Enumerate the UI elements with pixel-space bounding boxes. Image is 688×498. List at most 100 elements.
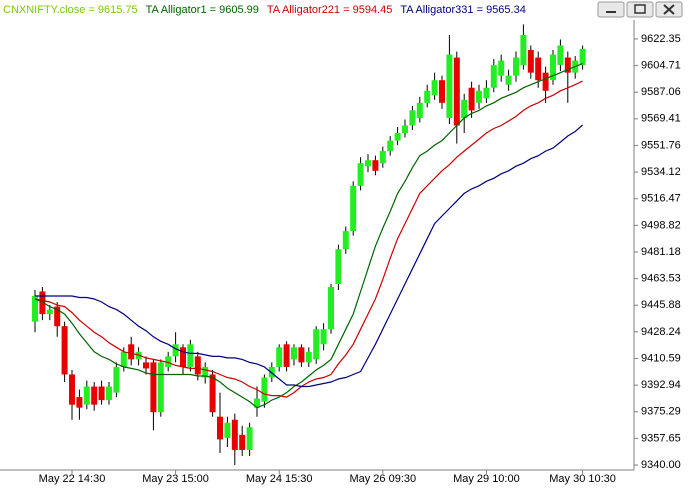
y-tick-label: 9622.35 (641, 33, 681, 45)
y-tick-label: 9463.53 (641, 273, 681, 285)
candle-body (431, 80, 438, 96)
candle-body (283, 344, 290, 367)
candle-body (350, 185, 357, 232)
indicator-line (35, 124, 583, 388)
candle-body (276, 347, 283, 367)
candle-body (402, 125, 408, 134)
candle-body (416, 102, 423, 118)
maximize-button[interactable] (626, 1, 654, 18)
candle-body (246, 427, 253, 450)
y-tick-label: 9375.29 (641, 406, 681, 418)
y-tick-label: 9445.88 (641, 299, 681, 311)
indicator-line (34, 63, 583, 409)
minimize-button[interactable] (597, 1, 625, 18)
candle-body (424, 90, 431, 103)
candle-body (202, 366, 209, 378)
y-tick-label: 9498.82 (641, 219, 681, 231)
candle-body (224, 422, 231, 438)
candle-body (209, 374, 216, 413)
candle-body (357, 163, 364, 186)
x-tick-label: May 30 10:30 (549, 473, 616, 485)
candle-body (335, 249, 342, 284)
candle-body (194, 356, 201, 375)
candle-body (54, 306, 61, 327)
x-tick-label: May 22 14:30 (39, 473, 106, 485)
candle-body (113, 366, 120, 393)
candle-body (483, 87, 490, 99)
candle-body (32, 296, 38, 322)
candle-body (409, 110, 416, 126)
candle-body (387, 140, 394, 152)
y-tick-label: 9516.47 (641, 193, 681, 205)
indicator-line (34, 80, 583, 398)
candle-body (439, 80, 445, 103)
candle-body (120, 351, 127, 367)
candle-body (468, 87, 475, 111)
legend-entry: CNXNIFTY.close = 9615.75 (3, 4, 138, 16)
y-tick-label: 9569.41 (641, 113, 681, 125)
candle-body (150, 362, 157, 413)
candle-body (379, 151, 386, 164)
candle-body (328, 286, 334, 330)
x-tick-label: May 24 15:30 (246, 473, 313, 485)
candle-body (298, 347, 305, 363)
candle-body (342, 231, 349, 250)
y-tick-label: 9410.59 (641, 352, 681, 364)
candle-body (231, 419, 238, 450)
legend-entry: TA Alligator221 = 9594.45 (267, 4, 392, 16)
y-tick-label: 9481.18 (641, 246, 681, 258)
candle-body (261, 377, 268, 402)
candle-body (461, 99, 468, 118)
candle-body (157, 362, 164, 413)
candle-body (498, 60, 505, 76)
candle-body (490, 65, 497, 88)
y-tick-label: 9428.24 (641, 326, 681, 338)
legend: CNXNIFTY.close = 9615.75 TA Alligator1 = … (3, 4, 526, 16)
candle-body (394, 133, 401, 141)
candle-body (69, 374, 75, 405)
y-tick-label: 9340.00 (641, 459, 681, 471)
candle-body (579, 48, 586, 66)
close-icon (663, 4, 675, 15)
candle-body (313, 329, 320, 360)
candles (32, 24, 586, 466)
candle-body (165, 356, 172, 367)
candle-body (505, 75, 512, 85)
candle-body (128, 344, 135, 360)
candle-body (453, 57, 460, 126)
y-tick-label: 9357.65 (641, 432, 681, 444)
y-tick-label: 9534.12 (641, 166, 681, 178)
x-tick-label: May 23 15:00 (142, 473, 209, 485)
candle-body (106, 386, 112, 401)
y-tick-label: 9604.71 (641, 59, 681, 71)
candle-body (372, 160, 379, 171)
candle-body (268, 366, 275, 378)
candle-body (98, 386, 105, 401)
candle-body (239, 434, 246, 450)
candle-body (46, 309, 53, 315)
candle-body (320, 329, 327, 345)
candle-body (76, 397, 83, 408)
candle-body (291, 347, 297, 360)
candle-body (365, 160, 371, 167)
candle-body (135, 351, 142, 360)
candle-body (564, 57, 571, 73)
candle-body (83, 386, 90, 405)
candle-body (217, 416, 223, 440)
legend-entry: TA Alligator1 = 9605.99 (146, 4, 259, 16)
candle-body (254, 398, 260, 408)
x-tick-label: May 26 09:30 (349, 473, 416, 485)
candle-body (446, 54, 453, 118)
candle-body (535, 57, 542, 81)
candle-body (180, 347, 186, 367)
legend-entry: TA Alligator331 = 9565.34 (400, 4, 525, 16)
candle-body (520, 34, 527, 66)
x-tick-label: May 29 10:00 (453, 473, 520, 485)
candle-body (527, 50, 534, 73)
y-tick-label: 9587.06 (641, 86, 681, 98)
candle-body (550, 54, 556, 81)
candle-body (172, 344, 179, 357)
candle-body (187, 344, 194, 367)
candle-body (91, 386, 98, 405)
